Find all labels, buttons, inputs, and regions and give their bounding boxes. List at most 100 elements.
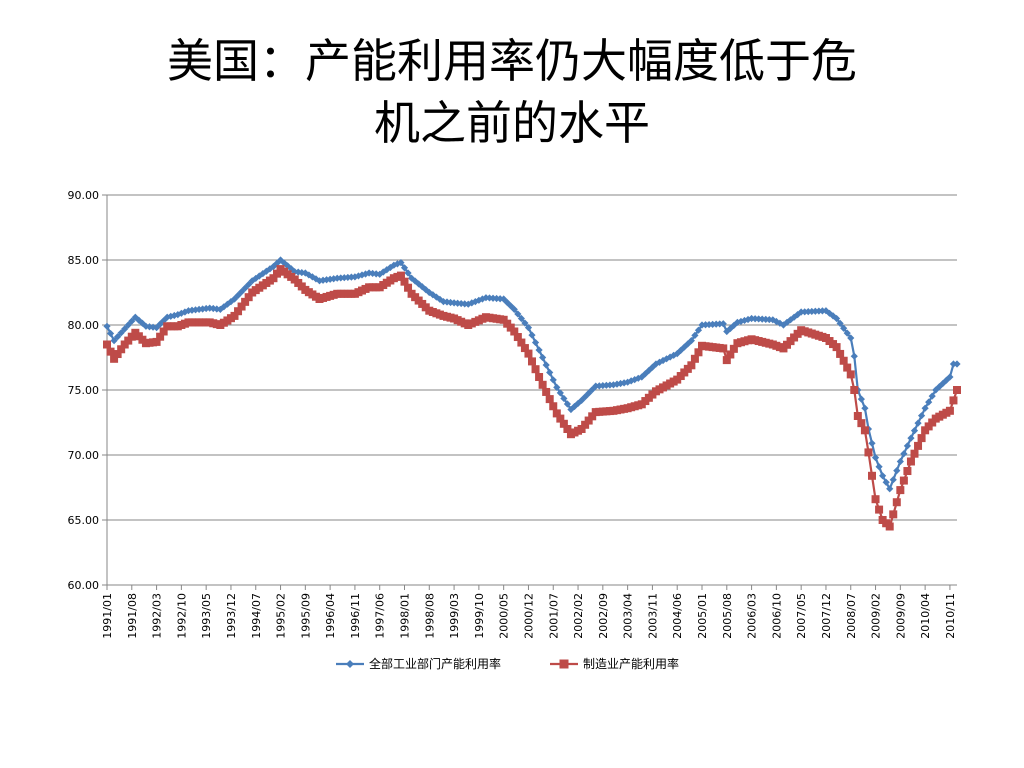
data-point [535,373,544,381]
data-point [595,382,603,390]
x-tick-label: 2003/04 [622,593,635,639]
legend-label: 全部工业部门产能利用率 [369,656,501,671]
x-tick-label: 1997/06 [374,593,387,639]
data-point [737,317,745,326]
data-point [914,419,922,427]
data-point [121,325,129,333]
data-point [563,400,572,408]
y-tick-label: 60.00 [68,579,100,592]
x-axis-ticks: 1991/01 1991/08 1992/03 1992/10 1993/05 1993/… [101,585,957,639]
y-axis-ticks: 60.00 65.00 70.00 75.00 80.00 85.00 90.00 [68,189,107,592]
x-tick-label: 1998/08 [423,593,436,639]
data-point [531,365,540,374]
data-point [899,476,908,485]
data-point [868,471,876,480]
data-point [103,340,111,349]
data-point [687,361,696,370]
data-point [545,395,554,404]
data-point [726,350,735,359]
data-point [322,276,331,284]
data-point [471,298,479,306]
data-point [539,353,547,362]
data-point [886,485,894,493]
data-point [386,263,394,272]
data-point [269,274,278,283]
data-point [142,322,150,330]
x-tick-label: 1993/12 [225,593,238,639]
data-point [879,472,887,480]
data-point [333,274,341,282]
data-point [705,320,713,329]
data-point [528,331,536,339]
data-point [287,265,295,273]
data-point [840,324,848,332]
data-point [513,333,522,342]
data-point [885,522,894,531]
data-point [719,344,728,353]
data-point [801,308,809,316]
data-point [588,386,596,394]
x-tick-label: 1996/11 [349,593,362,639]
data-point [259,270,267,278]
data-point [832,343,841,352]
y-tick-label: 80.00 [68,319,100,332]
data-point [906,457,915,466]
data-point [690,354,699,363]
data-point [174,311,182,319]
data-point [191,306,200,314]
legend: 全部工业部门产能利用率 制造业产能利用率 [336,656,679,671]
series-group [103,256,961,531]
data-point [581,420,590,429]
data-point [733,318,742,326]
data-point [393,260,402,268]
data-point [110,337,118,345]
data-point [850,386,859,394]
data-point [216,305,224,313]
data-point [818,307,827,315]
data-point [113,350,122,359]
data-point [538,380,547,389]
data-point [149,323,157,331]
data-point [404,283,413,292]
x-tick-label: 1991/01 [101,593,114,639]
data-point [552,409,561,418]
data-point [581,393,589,401]
data-point [853,412,862,420]
data-point [875,505,884,514]
data-point [206,304,214,312]
data-point [719,320,727,328]
data-point [528,357,536,366]
data-point [223,300,232,308]
data-point [896,486,905,495]
data-point [747,314,756,323]
x-tick-label: 1996/04 [324,593,337,639]
data-point [624,378,632,386]
data-point [553,383,561,391]
x-tick-label: 1998/01 [399,593,412,639]
data-point [436,295,444,303]
data-point [687,337,695,345]
data-point [860,426,869,435]
data-point [524,324,533,332]
data-point [726,324,734,333]
data-point [744,315,752,324]
data-point [758,315,766,323]
x-tick-label: 2006/03 [746,593,759,639]
x-tick-label: 1995/09 [299,593,312,639]
data-point [882,478,890,486]
data-point [910,449,919,458]
x-tick-label: 2009/02 [870,593,883,639]
data-point [677,346,685,354]
data-point [755,315,763,323]
data-point [106,347,115,356]
data-point [893,467,901,475]
data-point [237,288,246,296]
data-point [836,319,844,327]
data-point [563,425,572,433]
data-point [396,271,405,280]
data-point [372,270,380,278]
x-tick-label: 2009/09 [894,593,907,639]
data-point [953,360,961,368]
data-point [577,425,586,433]
x-tick-label: 2004/06 [671,593,684,639]
